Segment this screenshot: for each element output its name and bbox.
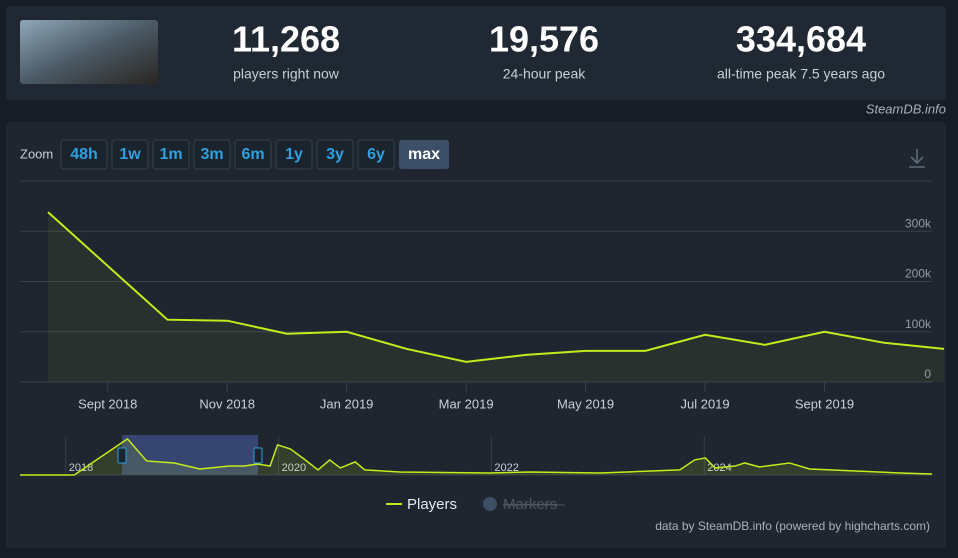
stats-panel	[6, 6, 946, 100]
stat-label: players right now	[233, 66, 340, 82]
x-tick-label: Sept 2019	[795, 396, 854, 411]
x-tick-label: Jul 2019	[680, 396, 729, 411]
x-tick-label: Mar 2019	[439, 396, 494, 411]
y-tick-label: 200k	[905, 267, 932, 281]
legend-swatch	[483, 497, 497, 511]
navigator-window[interactable]	[122, 435, 258, 475]
line	[47, 211, 945, 363]
x-tick-label: Sept 2018	[78, 396, 137, 411]
y-tick-label: 100k	[905, 317, 932, 331]
zoom-button-label[interactable]: 1w	[119, 146, 141, 163]
navigator-handle[interactable]	[253, 447, 263, 464]
stat-value: 19,576	[489, 19, 599, 60]
zoom-button[interactable]	[357, 139, 395, 170]
navigator-tick-label: 2020	[282, 462, 306, 474]
legend-label[interactable]: Markers	[503, 496, 557, 513]
zoom-button-label[interactable]: 3m	[200, 146, 223, 163]
stat-label: 24-hour peak	[503, 66, 587, 82]
zoom-button[interactable]	[399, 140, 449, 169]
y-tick-label: 300k	[905, 216, 932, 230]
navigator-line	[20, 437, 933, 476]
area-fill	[48, 212, 944, 382]
zoom-button-label[interactable]: 1y	[285, 146, 303, 163]
x-tick-label: May 2019	[557, 396, 614, 411]
zoom-label: Zoom	[20, 146, 53, 161]
zoom-button[interactable]	[152, 139, 190, 170]
legend-label[interactable]: Players	[407, 496, 457, 513]
brand[interactable]: SteamDB.info	[866, 101, 946, 116]
zoom-button-label[interactable]: 6m	[241, 146, 264, 163]
navigator-tick-label: 2022	[494, 462, 518, 474]
zoom-button-label[interactable]: 1m	[159, 146, 182, 163]
navigator-tick-label: 2018	[69, 462, 93, 474]
navigator-handle[interactable]	[117, 447, 127, 464]
x-tick-label: Nov 2018	[199, 396, 255, 411]
zoom-button[interactable]	[234, 139, 272, 170]
game-image	[20, 20, 158, 84]
zoom-button[interactable]	[60, 139, 108, 170]
zoom-button-label[interactable]: max	[408, 146, 440, 163]
x-tick-label: Jan 2019	[320, 396, 374, 411]
zoom-button[interactable]	[111, 139, 149, 170]
zoom-button[interactable]	[193, 139, 231, 170]
zoom-button[interactable]	[275, 139, 313, 170]
zoom-button-label[interactable]: 48h	[70, 146, 98, 163]
y-tick-label: 0	[924, 367, 931, 381]
download-icon[interactable]	[909, 149, 925, 168]
zoom-button[interactable]	[316, 139, 354, 170]
zoom-button-label[interactable]: 3y	[326, 146, 344, 163]
stat-value: 11,268	[232, 19, 340, 60]
credits: data by SteamDB.info (powered by highcha…	[655, 519, 930, 533]
zoom-button-label[interactable]: 6y	[367, 146, 385, 163]
stat-label: all-time peak 7.5 years ago	[717, 66, 885, 82]
stat-value: 334,684	[736, 19, 866, 60]
